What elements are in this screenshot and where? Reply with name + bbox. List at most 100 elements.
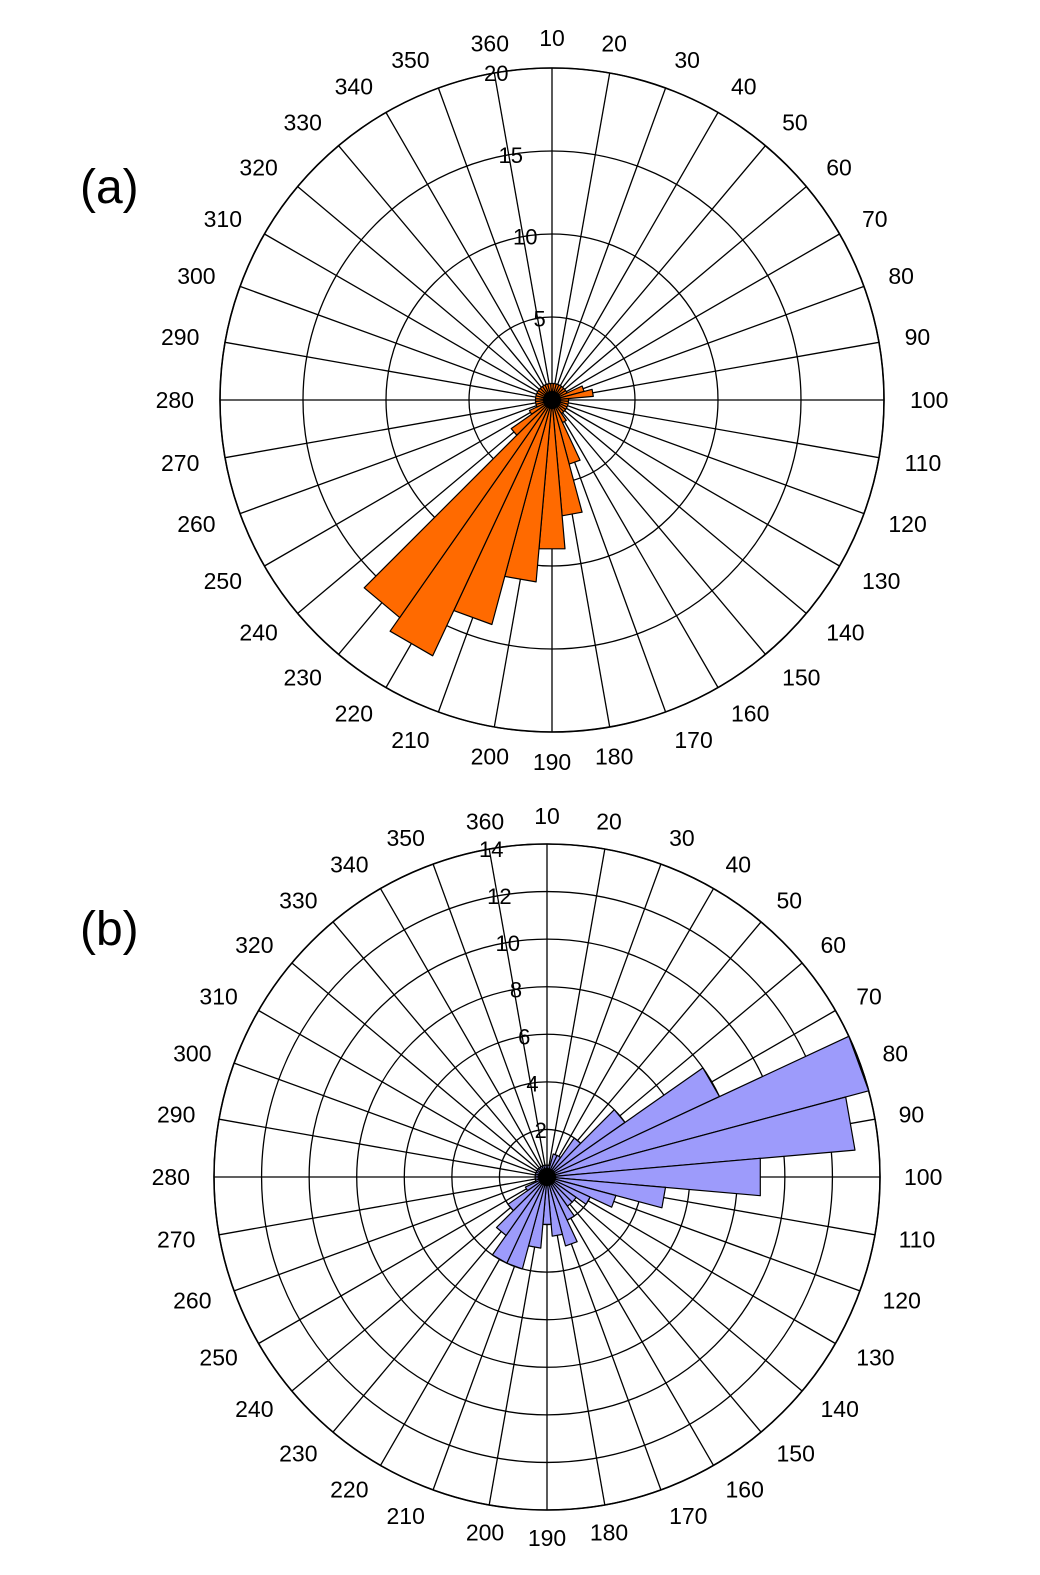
direction-label: 240 <box>235 1396 273 1422</box>
grid-spoke <box>218 1118 548 1178</box>
direction-label: 160 <box>726 1477 764 1503</box>
direction-label: 190 <box>533 749 571 775</box>
direction-label: 160 <box>731 701 769 727</box>
grid-spoke <box>264 399 553 567</box>
direction-label: 100 <box>904 1164 942 1190</box>
direction-label: 30 <box>674 47 700 73</box>
direction-label: 130 <box>862 568 900 594</box>
direction-label: 10 <box>539 25 565 51</box>
grid-spoke <box>297 399 553 614</box>
direction-label: 190 <box>528 1525 566 1551</box>
direction-label: 20 <box>596 809 622 835</box>
grid-spoke <box>437 87 553 401</box>
grid-spoke <box>546 1176 762 1433</box>
direction-label: 280 <box>156 387 194 413</box>
radial-tick-label: 8 <box>510 978 522 1003</box>
direction-label: 220 <box>330 1477 368 1503</box>
direction-label: 10 <box>534 803 560 829</box>
grid-spoke <box>297 186 553 401</box>
direction-label: 50 <box>777 888 803 914</box>
direction-label: 70 <box>856 984 882 1010</box>
direction-label: 330 <box>284 110 322 136</box>
grid-spoke <box>551 186 807 401</box>
direction-label: 350 <box>387 825 425 851</box>
grid-spoke <box>546 1176 715 1466</box>
grid-spoke <box>551 399 865 515</box>
direction-label: 40 <box>726 851 752 877</box>
rose-petal <box>363 399 553 619</box>
grid-spoke <box>239 285 553 401</box>
grid-spoke <box>224 399 553 459</box>
direction-label: 130 <box>856 1345 894 1371</box>
grid-spoke <box>546 848 606 1178</box>
radial-tick-label: 10 <box>513 225 537 250</box>
grid-spoke <box>291 1176 548 1392</box>
grid-spoke <box>332 921 548 1178</box>
grid-spoke <box>233 1176 548 1292</box>
center-hub <box>543 391 561 409</box>
direction-label: 150 <box>777 1441 815 1467</box>
grid-spoke <box>379 888 548 1178</box>
radial-tick-label: 12 <box>487 884 511 909</box>
direction-label: 270 <box>161 450 199 476</box>
direction-label: 290 <box>161 324 199 350</box>
direction-label: 300 <box>177 263 215 289</box>
direction-label: 250 <box>199 1345 237 1371</box>
direction-label: 110 <box>905 450 942 476</box>
grid-spoke <box>546 921 762 1178</box>
direction-label: 300 <box>173 1041 211 1067</box>
direction-label: 210 <box>387 1503 425 1529</box>
direction-label: 280 <box>152 1164 190 1190</box>
direction-label: 40 <box>731 74 757 100</box>
direction-label: 200 <box>471 744 509 770</box>
direction-label: 140 <box>821 1396 859 1422</box>
grid-spoke <box>551 285 865 401</box>
direction-label: 140 <box>826 620 864 646</box>
direction-label: 240 <box>239 620 277 646</box>
grid-spoke <box>551 399 766 655</box>
grid-spoke <box>551 399 807 614</box>
grid-spoke <box>488 848 548 1178</box>
direction-label: 250 <box>204 568 242 594</box>
direction-label: 230 <box>279 1441 317 1467</box>
direction-label: 260 <box>177 511 215 537</box>
radial-tick-label: 5 <box>533 306 545 331</box>
direction-label: 80 <box>888 263 914 289</box>
direction-label: 230 <box>284 664 322 690</box>
direction-label: 290 <box>157 1101 195 1127</box>
grid-spoke <box>551 112 719 401</box>
direction-label: 340 <box>330 851 368 877</box>
grid-spoke <box>258 1176 548 1345</box>
grid-spoke <box>432 863 548 1178</box>
direction-label: 90 <box>899 1101 925 1127</box>
direction-label: 320 <box>235 932 273 958</box>
grid-spoke <box>551 233 840 401</box>
grid-spoke <box>546 863 662 1178</box>
radial-tick-label: 15 <box>499 143 523 168</box>
direction-label: 90 <box>905 324 931 350</box>
direction-label: 20 <box>601 31 627 57</box>
direction-label: 360 <box>466 809 504 835</box>
grid-spoke <box>224 341 553 401</box>
direction-label: 170 <box>669 1503 707 1529</box>
direction-label: 120 <box>883 1288 921 1314</box>
radial-tick-label: 10 <box>495 931 519 956</box>
direction-label: 120 <box>888 511 926 537</box>
grid-spoke <box>551 145 766 401</box>
direction-label: 170 <box>674 727 712 753</box>
direction-label: 210 <box>391 727 429 753</box>
radial-tick-label: 6 <box>518 1025 530 1050</box>
radial-tick-label: 14 <box>479 837 503 862</box>
grid-spoke <box>338 145 553 401</box>
panel-b-label: (b) <box>80 903 139 956</box>
grid-spoke <box>546 1176 803 1392</box>
radial-tick-label: 20 <box>484 61 508 86</box>
grid-spoke <box>551 87 667 401</box>
rose-petal <box>551 388 594 401</box>
direction-label: 220 <box>335 701 373 727</box>
panel-a-label: (a) <box>80 161 139 214</box>
